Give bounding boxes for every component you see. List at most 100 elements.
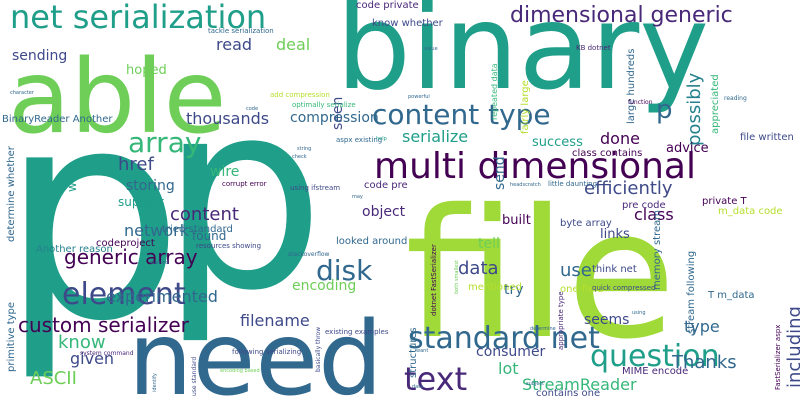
word-code-pre: code pre — [364, 180, 408, 191]
word-write: write — [65, 162, 79, 192]
word-think-net: think net — [592, 264, 637, 275]
word-file: file — [405, 171, 676, 378]
word-following-serializing: following serializing — [232, 348, 301, 356]
word-array: array — [128, 126, 201, 159]
word-advice: advice — [666, 141, 709, 156]
word-another-reason: Another reason — [36, 244, 113, 255]
word-identify: identify — [152, 373, 158, 392]
word-mentioned: mentioned — [468, 282, 522, 293]
word-reading: reading — [724, 95, 747, 102]
word-code-private: code private — [356, 0, 419, 11]
word-appropriate-type: appropriate type — [557, 291, 565, 350]
word-dimensional-generic: dimensional generic — [510, 3, 733, 28]
word-links: links — [600, 227, 630, 242]
word-dotnet-fastserializer: dotnet FastSerializer — [430, 244, 438, 316]
word-disk: disk — [316, 254, 373, 287]
word-href: href — [118, 154, 154, 175]
word-object: object — [362, 204, 406, 220]
word-element: element — [62, 277, 186, 312]
word-compression: compression — [290, 110, 379, 126]
word-fairly-large: fairly large — [520, 80, 531, 134]
word-large-hundreds: large hundreds — [626, 49, 637, 124]
word-consumer: consumer — [476, 344, 546, 360]
word-character: character — [10, 90, 35, 96]
word-optimally-serialize: optimally serialize — [292, 101, 356, 109]
word-read: read — [216, 35, 252, 54]
word-may: may — [352, 194, 363, 200]
word-m-data-code: m_data code — [718, 206, 783, 217]
word-know-whether: know whether — [372, 18, 444, 29]
word-including: including — [784, 306, 800, 388]
word-encoding-based: encoding based — [220, 368, 260, 374]
word-know: know — [58, 332, 106, 353]
word-structures: structures — [408, 327, 419, 378]
word-class-contains: class contains — [572, 148, 642, 159]
word-using-ifstream: using ifstream — [290, 184, 340, 192]
word-fastserializer-aspx: FastSerializer aspx — [774, 325, 782, 390]
word-corrupt-error: corrupt error — [222, 180, 267, 188]
word-string: string — [297, 146, 311, 152]
word-filename: filename — [240, 311, 310, 330]
word-class: class — [634, 205, 674, 224]
word-ascii: ASCII — [30, 368, 77, 389]
word-powerful: powerful — [408, 94, 430, 100]
word-seen: seen — [330, 97, 346, 130]
word-codeproject: codeproject — [96, 238, 155, 249]
word-help: help — [376, 136, 387, 142]
word-multi-dimensional: multi dimensional — [374, 146, 696, 187]
word-pre-code: pre code — [622, 200, 666, 211]
word-binary: binary — [336, 0, 709, 116]
word-hoped: hoped — [126, 63, 167, 78]
word-existing-examples: existing examples — [325, 328, 389, 336]
word-content: content — [170, 204, 239, 225]
word-use-standard: use standard — [191, 357, 198, 396]
word-stackoverflow: stackoverflow — [288, 251, 330, 258]
word-subject: subject — [526, 381, 544, 387]
word-value: value — [424, 46, 438, 52]
word-able: able — [8, 38, 226, 157]
word-question: question — [590, 339, 720, 374]
word-code: code — [246, 106, 258, 112]
word-resources-showing: resources showing — [196, 242, 261, 250]
word-appreciated: appreciated — [710, 74, 721, 134]
word-binaryreader-another: BinaryReader Another — [2, 114, 113, 125]
word-both-smallest: both smallest — [454, 260, 460, 294]
word-want: want — [416, 348, 428, 354]
word-file-written: file written — [740, 132, 794, 143]
word-check: check — [292, 154, 307, 160]
word-headscratch: headscratch — [510, 182, 541, 188]
word-data: data — [458, 258, 499, 279]
word-encoding: encoding — [292, 278, 356, 294]
word-data: data — [412, 384, 423, 390]
word-looked-around: looked around — [336, 236, 407, 247]
word-thousands: thousands — [186, 109, 269, 128]
word-experimented: experimented — [106, 287, 218, 306]
word-basically-throw: basically throw — [315, 327, 322, 372]
word-need: need — [128, 300, 383, 400]
word-private-t: private T — [702, 196, 748, 207]
word-try: try — [504, 282, 524, 298]
word-byte-array: byte array — [560, 218, 612, 229]
word-p: p — [160, 46, 325, 348]
word-determine-whether: determine whether — [6, 145, 17, 242]
word-little-daunting: little daunting — [548, 180, 597, 188]
word-built: built — [502, 213, 531, 228]
word-serialize: serialize — [402, 127, 468, 146]
word-custom-serializer: custom serializer — [18, 313, 190, 337]
word-send: send — [492, 156, 508, 190]
word-system-command: system command — [80, 350, 134, 357]
word-thanks: Thanks — [671, 352, 737, 373]
word-deal: deal — [276, 35, 310, 54]
word-type: type — [684, 317, 720, 336]
word-quick-compressed: quick compressed — [592, 284, 655, 292]
word-possibly: possibly — [684, 72, 705, 146]
word-one-field: one field — [560, 284, 603, 295]
word-sending: sending — [12, 48, 67, 64]
word-stream-following: stream following — [686, 251, 697, 334]
word-standard-net: standard net — [408, 321, 600, 356]
word-generic-array: generic array — [64, 245, 198, 269]
